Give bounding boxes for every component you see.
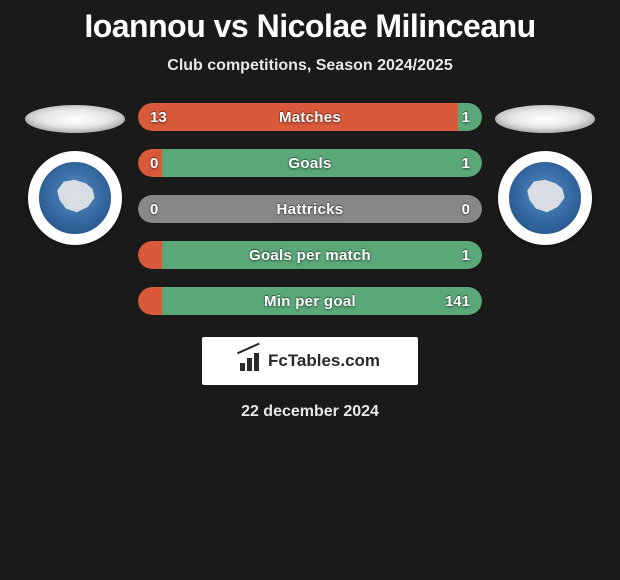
player-left-avatar (25, 105, 125, 133)
chart-icon (240, 351, 262, 371)
stat-value-left: 0 (150, 201, 158, 218)
stat-label: Matches (279, 109, 341, 126)
stat-bar: Min per goal 141 (138, 287, 482, 315)
content-row: Matches 13 1 Goals 0 1 Hattricks 0 0 Goals per ma… (0, 103, 620, 315)
player-left-col (20, 103, 130, 245)
page-title: Ioannou vs Nicolae Milinceanu (0, 8, 620, 45)
stat-label: Hattricks (277, 201, 344, 218)
stat-value-right: 1 (462, 247, 470, 264)
date-label: 22 december 2024 (0, 403, 620, 421)
player-left-club-badge (28, 151, 122, 245)
comparison-infographic: Ioannou vs Nicolae Milinceanu Club compe… (0, 0, 620, 421)
stat-bar: Goals per match 1 (138, 241, 482, 269)
stat-value-left: 13 (150, 109, 167, 126)
stat-label: Goals (288, 155, 331, 172)
stat-bar: Matches 13 1 (138, 103, 482, 131)
stat-value-right: 1 (462, 155, 470, 172)
stat-bar: Hattricks 0 0 (138, 195, 482, 223)
bar-segment-left (138, 287, 162, 315)
player-right-avatar (495, 105, 595, 133)
stat-value-right: 141 (445, 293, 470, 310)
stat-label: Min per goal (264, 293, 356, 310)
stat-value-right: 0 (462, 201, 470, 218)
player-right-club-badge (498, 151, 592, 245)
player-right-col (490, 103, 600, 245)
stat-bar: Goals 0 1 (138, 149, 482, 177)
watermark: FcTables.com (202, 337, 418, 385)
stat-value-left: 0 (150, 155, 158, 172)
bar-segment-left (138, 241, 162, 269)
subtitle: Club competitions, Season 2024/2025 (0, 57, 620, 75)
stats-bars: Matches 13 1 Goals 0 1 Hattricks 0 0 Goals per ma… (130, 103, 490, 315)
stat-value-right: 1 (462, 109, 470, 126)
stat-label: Goals per match (249, 247, 371, 264)
watermark-text: FcTables.com (268, 351, 380, 371)
